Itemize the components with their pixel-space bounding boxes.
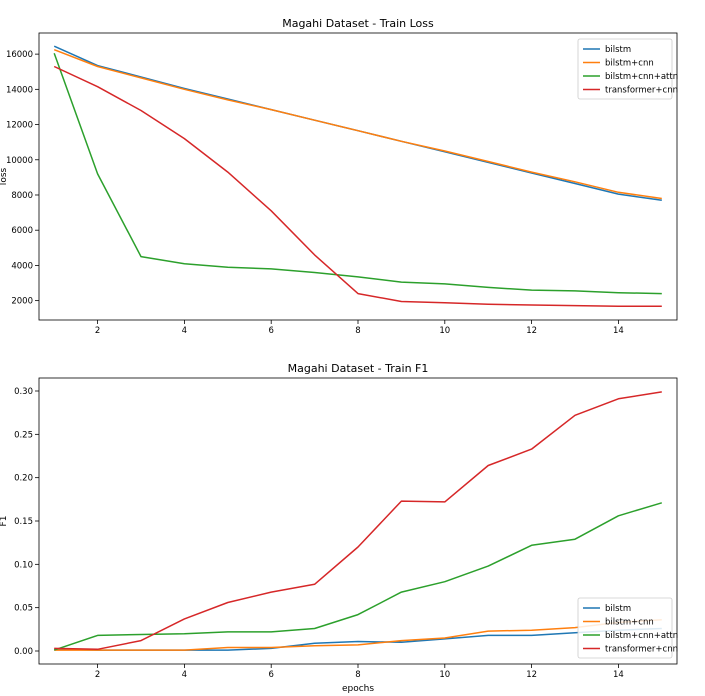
y-tick-label: 0.10 bbox=[14, 560, 33, 570]
x-tick-label: 10 bbox=[439, 670, 450, 680]
y-tick-label: 8000 bbox=[11, 191, 33, 201]
y-tick-label: 0.25 bbox=[14, 430, 33, 440]
x-tick-label: 14 bbox=[613, 326, 624, 336]
legend-label: bilstm+cnn+attn bbox=[605, 72, 678, 82]
legend-label: bilstm+cnn bbox=[605, 59, 654, 69]
y-tick-label: 0.00 bbox=[14, 647, 33, 657]
series-line-transformer-cnn bbox=[54, 391, 662, 651]
x-tick-label: 10 bbox=[439, 326, 450, 336]
x-tick-label: 8 bbox=[355, 670, 360, 680]
x-tick-label: 4 bbox=[182, 326, 187, 336]
y-tick-label: 2000 bbox=[11, 297, 33, 307]
legend-label: bilstm+cnn bbox=[605, 618, 654, 628]
y-axis-label: loss bbox=[0, 167, 9, 185]
series-line-bilstm bbox=[54, 627, 662, 651]
y-tick-label: 6000 bbox=[11, 226, 33, 236]
x-tick-label: 6 bbox=[268, 326, 273, 336]
chart-train-f1: Magahi Dataset - Train F1 2 4 6 8 10 12 14 0.00 0… bbox=[0, 362, 678, 694]
y-tick-label: 16000 bbox=[6, 50, 33, 60]
legend-label: bilstm bbox=[605, 604, 631, 614]
x-tick-label: 2 bbox=[95, 670, 100, 680]
chart-train-loss: Magahi Dataset - Train Loss 2 4 6 8 10 12 14 200… bbox=[0, 17, 678, 336]
series-line-transformer-cnn bbox=[53, 65, 662, 308]
series-line-bilstm-cnn bbox=[53, 49, 662, 200]
x-tick-label: 2 bbox=[95, 326, 100, 336]
chart-title: Magahi Dataset - Train Loss bbox=[282, 17, 434, 30]
legend-label: transformer+cnn bbox=[605, 645, 678, 655]
plot-frame bbox=[38, 377, 678, 665]
series-line-bilstm-cnn bbox=[54, 619, 662, 651]
y-tick-label: 0.20 bbox=[14, 474, 33, 484]
y-tick-label: 14000 bbox=[6, 85, 33, 95]
x-tick-label: 4 bbox=[182, 670, 187, 680]
plot-frame bbox=[38, 32, 678, 321]
y-tick-label: 10000 bbox=[6, 156, 33, 166]
y-tick-label: 4000 bbox=[11, 261, 33, 271]
legend-box bbox=[577, 597, 673, 659]
y-tick-label: 0.05 bbox=[14, 604, 33, 614]
x-tick-label: 8 bbox=[355, 326, 360, 336]
y-axis-label: F1 bbox=[0, 516, 9, 527]
x-tick-label: 6 bbox=[268, 670, 273, 680]
y-tick-label: 0.30 bbox=[14, 387, 33, 397]
legend-label: bilstm+cnn+attn bbox=[605, 631, 678, 641]
legend: bilstm bilstm+cnn bilstm+cnn+attn transform… bbox=[577, 38, 678, 100]
series-line-bilstm-cnn-attn bbox=[53, 502, 663, 651]
chart-title: Magahi Dataset - Train F1 bbox=[288, 362, 429, 375]
legend: bilstm bilstm+cnn bilstm+cnn+attn transform… bbox=[577, 597, 678, 659]
legend-box bbox=[577, 38, 673, 100]
series-line-bilstm bbox=[53, 45, 662, 202]
series-line-bilstm-cnn-attn bbox=[53, 52, 662, 295]
x-tick-label: 12 bbox=[526, 326, 537, 336]
legend-label: bilstm bbox=[605, 45, 631, 55]
x-tick-label: 12 bbox=[526, 670, 537, 680]
x-axis-label: epochs bbox=[342, 684, 374, 694]
y-tick-label: 12000 bbox=[6, 121, 33, 131]
legend-label: transformer+cnn bbox=[605, 86, 678, 96]
x-tick-label: 14 bbox=[613, 670, 624, 680]
y-tick-label: 0.15 bbox=[14, 517, 33, 527]
